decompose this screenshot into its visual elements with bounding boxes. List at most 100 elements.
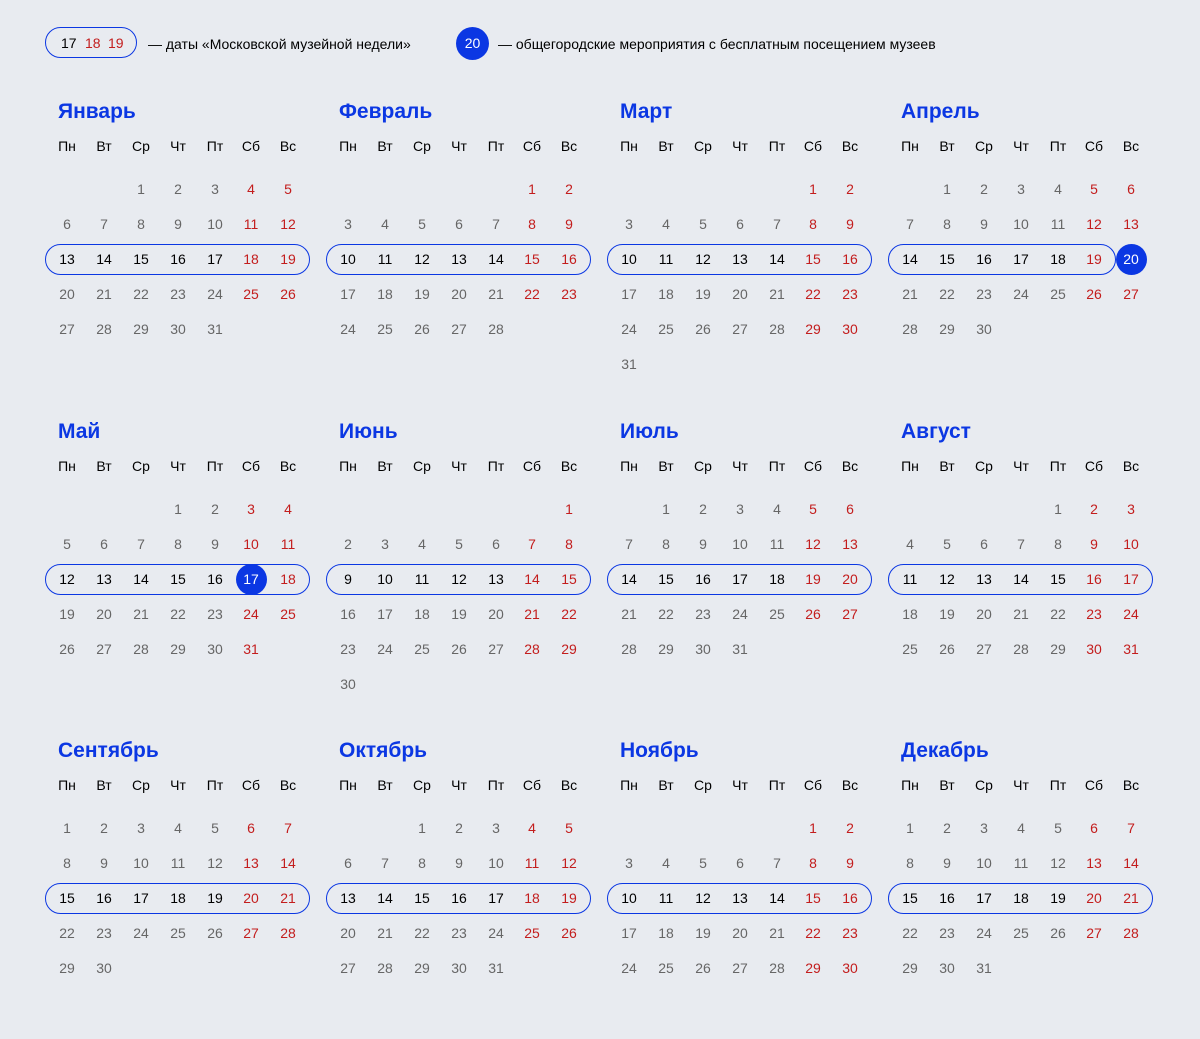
calendar-day: 14 bbox=[377, 890, 393, 906]
calendar-day: 2 bbox=[211, 501, 219, 517]
calendar-day: 7 bbox=[284, 820, 292, 836]
free-event-marker bbox=[235, 563, 267, 595]
calendar-day: 15 bbox=[561, 571, 577, 587]
calendar-day: 1 bbox=[565, 501, 573, 517]
calendar-day: 4 bbox=[247, 181, 255, 197]
weekday-header: Чт bbox=[732, 458, 748, 474]
calendar-day: 20 bbox=[732, 925, 748, 941]
calendar-day: 6 bbox=[736, 216, 744, 232]
calendar-day: 24 bbox=[377, 641, 393, 657]
calendar-day: 27 bbox=[842, 606, 858, 622]
museum-week-highlight bbox=[45, 883, 310, 914]
month-title: Май bbox=[58, 420, 101, 443]
calendar-day: 13 bbox=[842, 536, 858, 552]
calendar-day: 25 bbox=[1013, 925, 1029, 941]
calendar-day: 28 bbox=[902, 321, 918, 337]
museum-week-highlight bbox=[326, 244, 591, 275]
calendar-day: 28 bbox=[769, 960, 785, 976]
calendar-day: 22 bbox=[658, 606, 674, 622]
calendar-day: 11 bbox=[377, 251, 393, 267]
calendar-day: 20 bbox=[842, 571, 858, 587]
calendar-day: 25 bbox=[524, 925, 540, 941]
calendar-day: 18 bbox=[524, 890, 540, 906]
calendar-day: 19 bbox=[59, 606, 75, 622]
calendar-day: 14 bbox=[1013, 571, 1029, 587]
weekday-header: Сб bbox=[241, 458, 261, 474]
calendar-day: 4 bbox=[284, 501, 292, 517]
calendar-day: 4 bbox=[773, 501, 781, 517]
calendar-day: 28 bbox=[1123, 925, 1139, 941]
calendar-day: 1 bbox=[662, 501, 670, 517]
calendar-day: 15 bbox=[902, 890, 918, 906]
weekday-header: Чт bbox=[1013, 458, 1029, 474]
calendar-day: 30 bbox=[207, 641, 223, 657]
calendar-day: 5 bbox=[211, 820, 219, 836]
calendar-day: 13 bbox=[340, 890, 356, 906]
calendar-day: 21 bbox=[902, 286, 918, 302]
legend: 17 18 19 — даты «Московской музейной нед… bbox=[0, 0, 1200, 80]
month-4: Апрель Пн Вт Ср Чт Пт Сб Вс 1 2 3 4 5 6 7 8 9 10 11 12 13 14 1… bbox=[888, 100, 1158, 400]
museum-week-legend-pill: 17 18 19 bbox=[45, 27, 137, 58]
calendar-day: 24 bbox=[243, 606, 259, 622]
calendar-day: 12 bbox=[451, 571, 467, 587]
weekday-header: Вт bbox=[658, 777, 674, 793]
month-11: Ноябрь Пн Вт Ср Чт Пт Сб Вс 1 2 3 4 5 6 7 8 9 10 11 12 13 14 1… bbox=[607, 739, 877, 1039]
calendar-day: 29 bbox=[561, 641, 577, 657]
calendar-day: 4 bbox=[662, 855, 670, 871]
calendar-day: 9 bbox=[344, 571, 352, 587]
calendar-day: 11 bbox=[1050, 216, 1066, 232]
calendar-day: 26 bbox=[1086, 286, 1102, 302]
calendar-day: 30 bbox=[842, 960, 858, 976]
calendar-day: 12 bbox=[414, 251, 430, 267]
month-title: Сентябрь bbox=[58, 739, 159, 762]
weekday-header: Чт bbox=[451, 138, 467, 154]
calendar-day: 14 bbox=[902, 251, 918, 267]
weekday-header: Ср bbox=[413, 458, 431, 474]
calendar-day: 2 bbox=[846, 181, 854, 197]
calendar-day: 11 bbox=[524, 855, 540, 871]
calendar-day: 10 bbox=[621, 251, 637, 267]
calendar-day: 21 bbox=[280, 890, 296, 906]
calendar-day: 25 bbox=[658, 960, 674, 976]
calendar-day: 15 bbox=[414, 890, 430, 906]
calendar-day: 12 bbox=[280, 216, 296, 232]
weekday-header: Сб bbox=[1084, 777, 1104, 793]
weekday-header: Вс bbox=[560, 458, 578, 474]
calendar-day: 5 bbox=[455, 536, 463, 552]
calendar-day: 13 bbox=[1086, 855, 1102, 871]
calendar-day: 1 bbox=[906, 820, 914, 836]
calendar-day: 19 bbox=[414, 286, 430, 302]
calendar-day: 13 bbox=[243, 855, 259, 871]
calendar-day: 21 bbox=[621, 606, 637, 622]
calendar-day: 1 bbox=[418, 820, 426, 836]
calendar-day: 29 bbox=[1050, 641, 1066, 657]
museum-week-highlight bbox=[326, 883, 591, 914]
calendar-day: 30 bbox=[1086, 641, 1102, 657]
calendar-day: 28 bbox=[1013, 641, 1029, 657]
calendar-day: 2 bbox=[699, 501, 707, 517]
weekday-header: Пт bbox=[206, 138, 224, 154]
museum-week-highlight bbox=[45, 564, 310, 595]
calendar-day: 27 bbox=[96, 641, 112, 657]
weekday-header: Вс bbox=[279, 138, 297, 154]
calendar-day: 12 bbox=[939, 571, 955, 587]
calendar-day: 25 bbox=[414, 641, 430, 657]
calendar-day: 20 bbox=[59, 286, 75, 302]
calendar-day: 24 bbox=[207, 286, 223, 302]
free-event-marker bbox=[1115, 243, 1147, 275]
weekday-header: Пн bbox=[620, 138, 638, 154]
calendar-day: 11 bbox=[170, 855, 186, 871]
weekday-header: Ср bbox=[132, 138, 150, 154]
calendar-day: 5 bbox=[63, 536, 71, 552]
calendar-day: 15 bbox=[805, 251, 821, 267]
calendar-day: 21 bbox=[377, 925, 393, 941]
calendar-day: 7 bbox=[100, 216, 108, 232]
museum-week-highlight bbox=[607, 564, 872, 595]
calendar-day: 1 bbox=[137, 181, 145, 197]
calendar-day: 3 bbox=[736, 501, 744, 517]
weekday-header: Ср bbox=[975, 138, 993, 154]
calendar-day: 30 bbox=[939, 960, 955, 976]
museum-week-highlight bbox=[888, 564, 1153, 595]
calendar-day: 25 bbox=[280, 606, 296, 622]
free-day-legend-circle: 20 bbox=[456, 27, 489, 60]
